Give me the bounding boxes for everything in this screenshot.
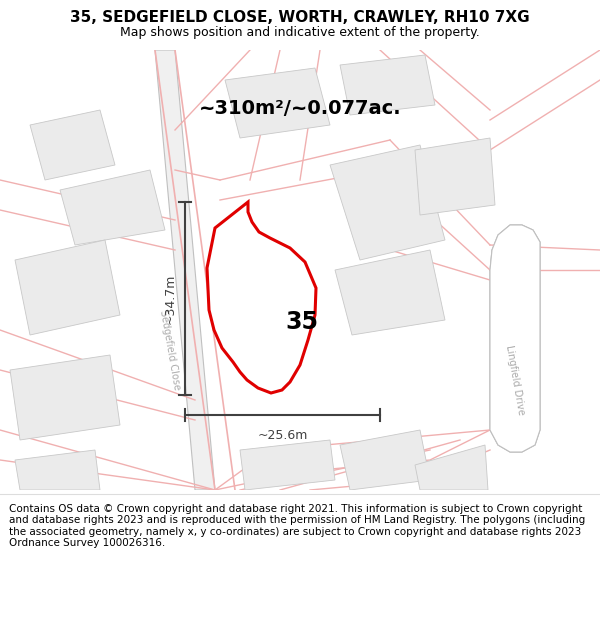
Text: Map shows position and indicative extent of the property.: Map shows position and indicative extent… xyxy=(120,26,480,39)
Polygon shape xyxy=(340,55,435,115)
Polygon shape xyxy=(207,202,316,393)
Text: ~34.7m: ~34.7m xyxy=(164,273,177,324)
Polygon shape xyxy=(60,170,165,245)
Polygon shape xyxy=(490,225,540,452)
Polygon shape xyxy=(155,50,215,490)
Polygon shape xyxy=(15,450,100,490)
Polygon shape xyxy=(10,355,120,440)
Polygon shape xyxy=(240,440,335,490)
Polygon shape xyxy=(30,110,115,180)
Polygon shape xyxy=(330,145,445,260)
Polygon shape xyxy=(335,250,445,335)
Text: ~310m²/~0.077ac.: ~310m²/~0.077ac. xyxy=(199,99,401,118)
Text: 35, SEDGEFIELD CLOSE, WORTH, CRAWLEY, RH10 7XG: 35, SEDGEFIELD CLOSE, WORTH, CRAWLEY, RH… xyxy=(70,10,530,25)
Polygon shape xyxy=(415,138,495,215)
Text: Sedgefield Close: Sedgefield Close xyxy=(158,309,182,391)
Text: ~25.6m: ~25.6m xyxy=(257,429,308,442)
Text: 35: 35 xyxy=(286,310,319,334)
Polygon shape xyxy=(225,68,330,138)
Text: Contains OS data © Crown copyright and database right 2021. This information is : Contains OS data © Crown copyright and d… xyxy=(9,504,585,548)
Polygon shape xyxy=(15,240,120,335)
Polygon shape xyxy=(415,445,488,490)
Polygon shape xyxy=(340,430,430,490)
Text: Lingfield Drive: Lingfield Drive xyxy=(504,344,526,416)
